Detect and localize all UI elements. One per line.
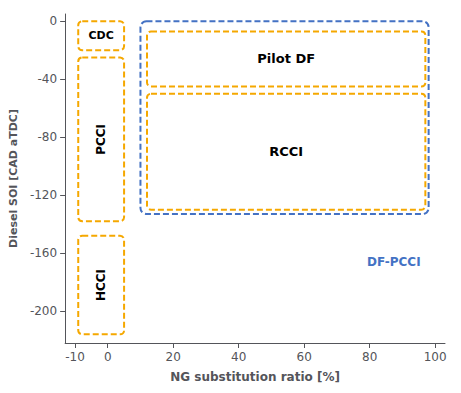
svg-text:0: 0 [49,14,57,28]
svg-text:PCCI: PCCI [94,124,108,155]
svg-text:RCCI: RCCI [269,144,303,159]
svg-text:60: 60 [297,350,312,364]
svg-text:-120: -120 [30,188,57,202]
svg-text:40: 40 [231,350,246,364]
svg-text:NG substitution ratio [%]: NG substitution ratio [%] [170,370,340,384]
svg-text:-80: -80 [38,130,58,144]
svg-text:-40: -40 [38,72,58,86]
svg-text:Pilot DF: Pilot DF [257,51,315,66]
svg-text:0: 0 [104,350,112,364]
svg-text:20: 20 [166,350,181,364]
svg-text:HCCI: HCCI [94,269,108,301]
svg-text:CDC: CDC [89,29,114,42]
svg-text:100: 100 [424,350,447,364]
svg-text:Diesel SOI [CAD aTDC]: Diesel SOI [CAD aTDC] [7,109,20,248]
svg-text:-200: -200 [30,304,57,318]
svg-text:DF-PCCI: DF-PCCI [367,255,421,269]
svg-text:-10: -10 [65,350,85,364]
svg-text:-160: -160 [30,246,57,260]
svg-text:80: 80 [362,350,377,364]
